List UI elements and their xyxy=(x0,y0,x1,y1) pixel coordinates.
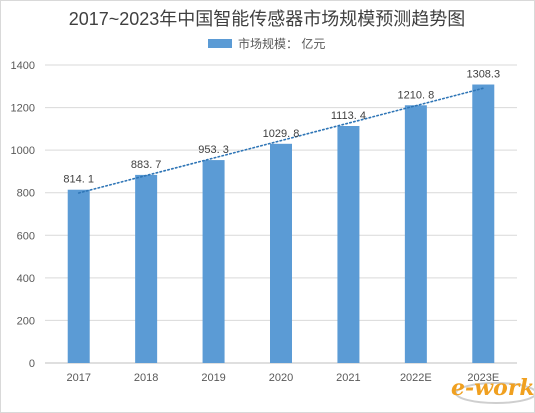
x-tick-label: 2021 xyxy=(336,372,360,384)
y-tick-label: 1000 xyxy=(11,145,35,157)
bar xyxy=(135,174,158,363)
bar xyxy=(67,189,90,363)
bars xyxy=(67,84,495,364)
data-label: 814. 1 xyxy=(63,174,94,186)
data-label: 1210. 8 xyxy=(398,89,435,101)
bar xyxy=(472,84,495,364)
watermark: e-works xyxy=(451,375,534,404)
bar xyxy=(337,126,360,364)
data-label: 953. 3 xyxy=(198,144,229,156)
y-tick-label: 600 xyxy=(17,230,35,242)
trendline xyxy=(77,87,485,194)
y-tick-label: 0 xyxy=(29,358,35,370)
bar xyxy=(404,105,427,363)
chart-title: 2017~2023年中国智能传感器市场规模预测趋势图 xyxy=(69,9,466,29)
x-tick-label: 2018 xyxy=(134,372,158,384)
y-tick-label: 200 xyxy=(17,315,35,327)
x-tick-label: 2017 xyxy=(66,372,90,384)
data-label: 1113. 4 xyxy=(331,110,366,122)
legend: 市场规模： 亿元 xyxy=(208,36,325,51)
x-axis-ticks: 2017 2018 2019 2020 2021 2022E 2023E xyxy=(66,372,499,384)
data-label: 1029. 8 xyxy=(263,128,300,140)
trendline-group xyxy=(77,87,485,194)
x-tick-label: 2020 xyxy=(269,372,293,384)
data-label: 1308.3 xyxy=(466,69,500,81)
x-tick-label: 2019 xyxy=(201,372,225,384)
data-labels: 814. 1 883. 7 953. 3 1029. 8 1113. 4 1210. 8 1… xyxy=(63,69,500,186)
y-axis-ticks: 0 200 400 600 800 1000 1200 1400 xyxy=(11,60,35,370)
legend-label: 市场规模： 亿元 xyxy=(238,36,325,51)
watermark-logo: e-works xyxy=(451,375,534,401)
watermark-swoosh xyxy=(455,382,534,404)
legend-swatch xyxy=(208,39,232,48)
x-tick-label: 2022E xyxy=(400,372,432,384)
bar xyxy=(270,143,292,363)
y-tick-label: 1400 xyxy=(11,60,35,72)
y-tick-label: 400 xyxy=(17,273,35,285)
bar xyxy=(202,160,225,363)
data-label: 883. 7 xyxy=(131,159,162,171)
y-tick-label: 1200 xyxy=(11,103,35,115)
y-tick-label: 800 xyxy=(17,188,35,200)
x-tick-label: 2023E xyxy=(467,372,499,384)
